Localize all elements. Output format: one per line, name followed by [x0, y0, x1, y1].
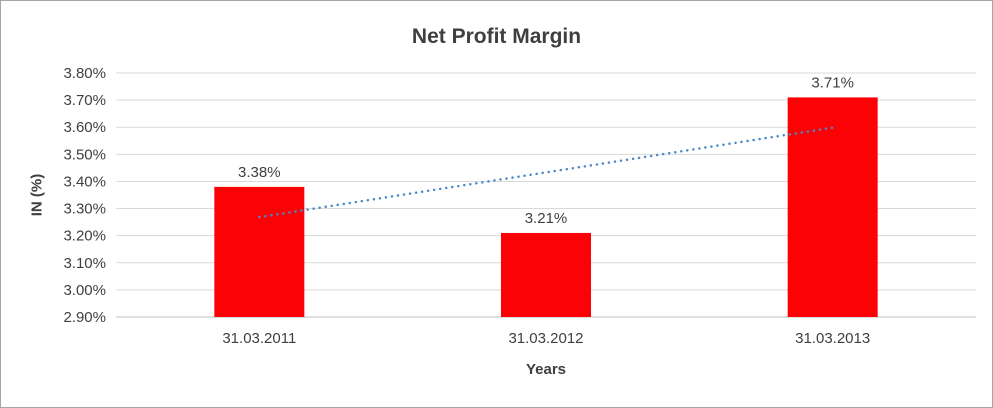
x-tick-label: 31.03.2013	[795, 330, 870, 347]
y-tick-label: 3.50%	[63, 146, 106, 163]
bar-value-label: 3.38%	[238, 164, 281, 181]
chart-title: Net Profit Margin	[411, 25, 582, 48]
y-tick-label: 3.30%	[63, 201, 106, 218]
y-tick-label: 3.00%	[63, 282, 106, 299]
y-tick-label: 3.40%	[63, 173, 106, 190]
trendline	[258, 126, 834, 219]
x-tick-label: 31.03.2011	[222, 330, 296, 347]
bar	[787, 97, 878, 318]
bar	[501, 232, 591, 317]
x-axis-title: Years	[525, 361, 567, 378]
y-tick-label: 2.90%	[63, 309, 106, 326]
y-tick-label: 3.70%	[63, 92, 106, 109]
bar-value-label: 3.71%	[811, 74, 854, 91]
y-tick-label: 3.20%	[63, 228, 106, 245]
y-tick-label: 3.80%	[63, 65, 106, 82]
y-tick-label: 3.10%	[63, 255, 106, 272]
x-tick-label: 31.03.2012	[508, 330, 583, 347]
bar-value-label: 3.21%	[525, 210, 568, 227]
bar	[214, 186, 305, 317]
y-tick-label: 3.60%	[63, 119, 106, 136]
